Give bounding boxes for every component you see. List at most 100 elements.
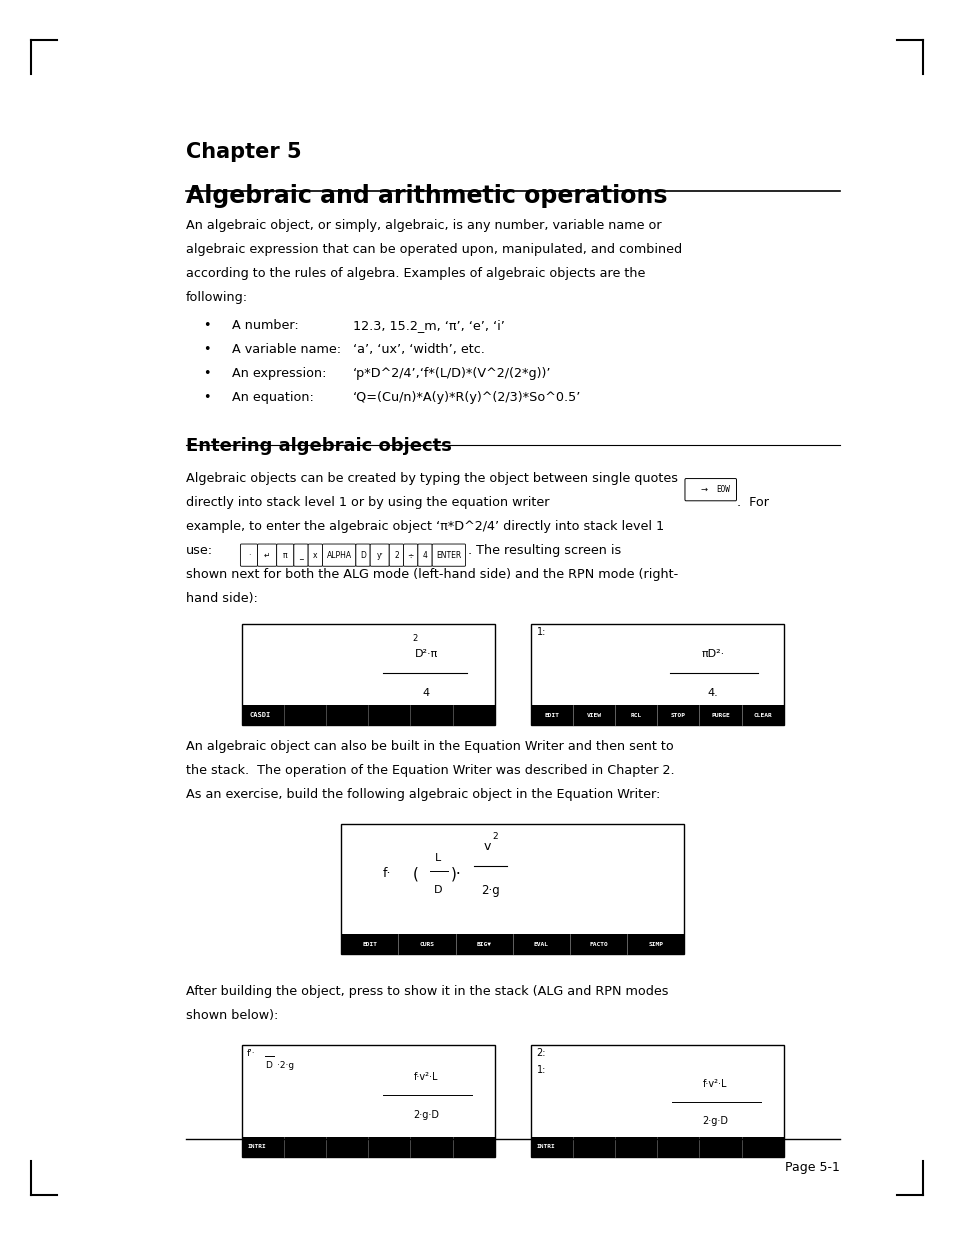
Text: x: x [313,551,317,559]
FancyBboxPatch shape [432,543,465,566]
Text: ‘Q=(Cu/n)*A(y)*R(y)^(2/3)*So^0.5’: ‘Q=(Cu/n)*A(y)*R(y)^(2/3)*So^0.5’ [353,390,580,404]
Bar [341,824,683,953]
Text: π: π [283,551,287,559]
Text: .  For: . For [737,495,769,509]
Text: CURS: CURS [419,941,434,947]
Text: yʳ: yʳ [376,551,382,559]
Text: hand side):: hand side): [186,592,257,605]
FancyBboxPatch shape [370,543,389,566]
Text: _: _ [298,551,303,559]
Text: according to the rules of algebra. Examples of algebraic objects are the: according to the rules of algebra. Examp… [186,267,645,280]
Text: shown next for both the ALG mode (left-hand side) and the RPN mode (right-: shown next for both the ALG mode (left-h… [186,568,678,582]
Text: D: D [359,551,366,559]
Text: PURGE: PURGE [710,713,729,718]
Text: D²·π: D²·π [415,650,437,659]
Text: πD²·: πD²· [700,650,723,659]
Text: EOW: EOW [716,485,730,494]
Text: f·v²·L: f·v²·L [702,1079,727,1089]
Text: (: ( [413,866,418,881]
Bar [530,624,782,725]
Text: )·: )· [451,866,461,881]
Text: 2: 2 [412,634,417,642]
FancyBboxPatch shape [308,543,322,566]
Text: SIMP: SIMP [648,941,662,947]
FancyBboxPatch shape [294,543,308,566]
Text: Entering algebraic objects: Entering algebraic objects [186,437,452,456]
Text: A variable name:: A variable name: [232,342,340,356]
Text: f'·: f'· [246,1049,255,1057]
Text: ‘p*D^2/4’,‘f*(L/D)*(V^2/(2*g))’: ‘p*D^2/4’,‘f*(L/D)*(V^2/(2*g))’ [353,367,551,380]
FancyBboxPatch shape [322,543,355,566]
Text: •: • [203,367,211,380]
Text: ÷: ÷ [407,551,414,559]
Text: INTRI: INTRI [248,1144,266,1150]
Text: An algebraic object, or simply, algebraic, is any number, variable name or: An algebraic object, or simply, algebrai… [186,219,661,232]
Text: An equation:: An equation: [232,390,314,404]
Text: A number:: A number: [232,319,298,332]
Text: algebraic expression that can be operated upon, manipulated, and combined: algebraic expression that can be operate… [186,242,681,256]
Text: 2·g: 2·g [480,884,499,898]
Text: 4.: 4. [707,688,718,698]
Text: ↵: ↵ [264,551,270,559]
FancyBboxPatch shape [389,543,403,566]
Text: Page 5-1: Page 5-1 [783,1161,839,1174]
Text: 1:: 1: [536,1065,545,1074]
Bar [242,1045,494,1156]
FancyBboxPatch shape [355,543,370,566]
Text: After building the object, press to show it in the stack (ALG and RPN modes: After building the object, press to show… [186,984,668,998]
Text: D: D [265,1061,272,1070]
Text: D: D [434,884,442,894]
Text: f·: f· [382,867,391,881]
Text: RCL: RCL [630,713,641,718]
Text: v: v [483,840,491,853]
Bar [242,624,494,725]
Text: 1:: 1: [536,627,545,637]
Text: f·v²·L: f·v²·L [414,1072,438,1082]
Text: 4: 4 [422,551,427,559]
Text: •: • [203,319,211,332]
Text: •: • [203,342,211,356]
Bar [530,705,782,725]
Text: 2·g·D: 2·g·D [413,1110,439,1120]
Text: ·2·g: ·2·g [277,1061,294,1070]
Bar [530,1045,782,1156]
Text: 2:: 2: [536,1049,545,1058]
Text: following:: following: [186,290,248,304]
Text: 2: 2 [394,551,398,559]
Text: As an exercise, build the following algebraic object in the Equation Writer:: As an exercise, build the following alge… [186,788,659,802]
Text: •: • [203,390,211,404]
Text: FACTO: FACTO [589,941,607,947]
Text: ‘a’, ‘ux’, ‘width’, etc.: ‘a’, ‘ux’, ‘width’, etc. [353,342,484,356]
Text: EDIT: EDIT [544,713,558,718]
FancyBboxPatch shape [240,543,257,566]
Text: use:: use: [186,543,213,557]
Text: VIEW: VIEW [586,713,601,718]
Text: 2·g·D: 2·g·D [701,1116,728,1126]
Text: the stack.  The operation of the Equation Writer was described in Chapter 2.: the stack. The operation of the Equation… [186,763,674,777]
Text: 4: 4 [422,688,430,698]
Text: shown below):: shown below): [186,1009,278,1023]
FancyBboxPatch shape [684,478,736,500]
Bar [242,705,494,725]
Text: An algebraic object can also be built in the Equation Writer and then sent to: An algebraic object can also be built in… [186,740,673,753]
FancyBboxPatch shape [403,543,417,566]
FancyBboxPatch shape [257,543,276,566]
Text: STOP: STOP [670,713,685,718]
Text: Chapter 5: Chapter 5 [186,142,301,162]
Bar [341,934,683,953]
Text: example, to enter the algebraic object ‘π*D^2/4’ directly into stack level 1: example, to enter the algebraic object ‘… [186,520,663,534]
FancyBboxPatch shape [276,543,294,566]
Text: ENTER: ENTER [436,551,461,559]
Text: →: → [700,485,707,494]
Text: EDIT: EDIT [362,941,376,947]
Text: CLEAR: CLEAR [753,713,771,718]
Text: 12.3, 15.2_m, ‘π’, ‘e’, ‘i’: 12.3, 15.2_m, ‘π’, ‘e’, ‘i’ [353,319,504,332]
Text: directly into stack level 1 or by using the equation writer: directly into stack level 1 or by using … [186,495,549,509]
Bar [242,1136,494,1156]
Bar [530,1136,782,1156]
Text: Algebraic objects can be created by typing the object between single quotes: Algebraic objects can be created by typi… [186,472,678,485]
Text: ·: · [248,551,250,559]
FancyBboxPatch shape [417,543,432,566]
Text: EVAL: EVAL [534,941,548,947]
Text: . The resulting screen is: . The resulting screen is [468,543,621,557]
